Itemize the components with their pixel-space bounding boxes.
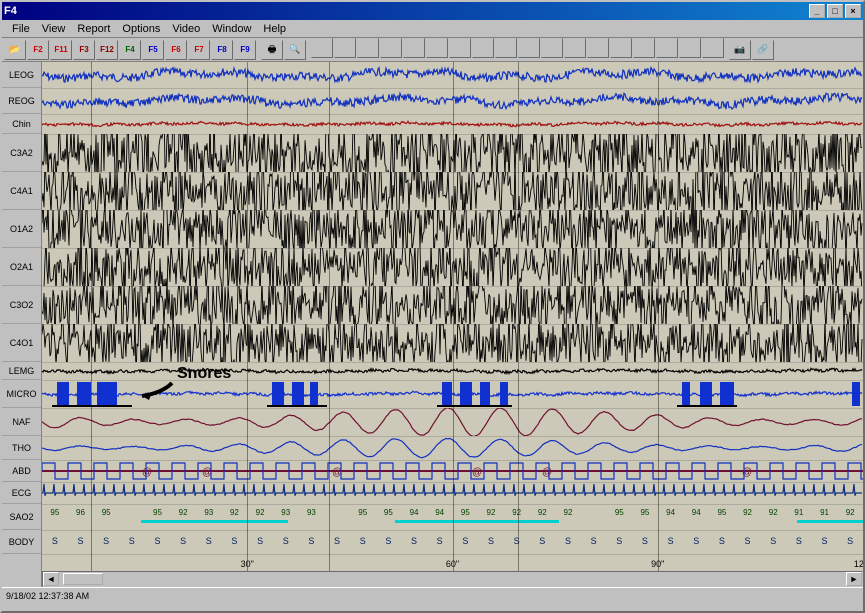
fkey-F7[interactable]: F7 bbox=[188, 40, 210, 60]
fkey-F5[interactable]: F5 bbox=[142, 40, 164, 60]
channel-label-ABD[interactable]: ABD bbox=[2, 460, 41, 482]
tool-button-14[interactable] bbox=[633, 38, 655, 58]
titlebar: F4 _ □ × bbox=[2, 2, 863, 20]
tool-button-6[interactable] bbox=[449, 38, 471, 58]
menu-file[interactable]: File bbox=[6, 21, 36, 37]
tool-button-2[interactable] bbox=[357, 38, 379, 58]
channel-label-ECG[interactable]: ECG bbox=[2, 482, 41, 504]
tool-button-17[interactable] bbox=[702, 38, 724, 58]
menu-options[interactable]: Options bbox=[116, 21, 166, 37]
fkey-F12[interactable]: F12 bbox=[96, 40, 118, 60]
tool-button-13[interactable] bbox=[610, 38, 632, 58]
status-timestamp: 9/18/02 12:37:38 AM bbox=[6, 591, 89, 601]
tool-button-0[interactable] bbox=[311, 38, 333, 58]
maximize-button[interactable]: □ bbox=[827, 4, 843, 18]
chart-area: LEOGREOGChinC3A2C4A1O1A2O2A1C3O2C4O1LEMG… bbox=[2, 62, 863, 587]
statusbar: 9/18/02 12:37:38 AM bbox=[2, 587, 863, 603]
channel-labels: LEOGREOGChinC3A2C4A1O1A2O2A1C3O2C4O1LEMG… bbox=[2, 62, 42, 587]
channel-label-O1A2[interactable]: O1A2 bbox=[2, 210, 41, 248]
tool-button-11[interactable] bbox=[564, 38, 586, 58]
window-title: F4 bbox=[4, 5, 17, 17]
tool-button-12[interactable] bbox=[587, 38, 609, 58]
tool-button-10[interactable] bbox=[541, 38, 563, 58]
channel-label-C4A1[interactable]: C4A1 bbox=[2, 172, 41, 210]
channel-label-C3A2[interactable]: C3A2 bbox=[2, 134, 41, 172]
link-button[interactable]: 🔗 bbox=[752, 40, 774, 60]
svg-text:@: @ bbox=[542, 467, 552, 478]
fkey-F11[interactable]: F11 bbox=[50, 40, 72, 60]
channel-label-THO[interactable]: THO bbox=[2, 436, 41, 460]
channel-label-BODY[interactable]: BODY bbox=[2, 530, 41, 554]
tool-button-5[interactable] bbox=[426, 38, 448, 58]
menu-video[interactable]: Video bbox=[166, 21, 206, 37]
horizontal-scrollbar[interactable]: ◄► bbox=[42, 571, 863, 587]
fkey-F9[interactable]: F9 bbox=[234, 40, 256, 60]
tool-button-8[interactable] bbox=[495, 38, 517, 58]
channel-label-Chin[interactable]: Chin bbox=[2, 114, 41, 134]
tool-button-3[interactable] bbox=[380, 38, 402, 58]
channel-label-SAO2[interactable]: SAO2 bbox=[2, 504, 41, 530]
waveform-panel[interactable]: @@@@@@9596959592939292939395959494959292… bbox=[42, 62, 863, 587]
channel-label-MICRO[interactable]: MICRO bbox=[2, 380, 41, 408]
open-button[interactable]: 📂 bbox=[4, 40, 26, 60]
tool-button-4[interactable] bbox=[403, 38, 425, 58]
tool-button-9[interactable] bbox=[518, 38, 540, 58]
find-button[interactable]: 🔍 bbox=[284, 40, 306, 60]
tool-button-15[interactable] bbox=[656, 38, 678, 58]
minimize-button[interactable]: _ bbox=[809, 4, 825, 18]
svg-text:@: @ bbox=[472, 467, 482, 478]
tool-button-1[interactable] bbox=[334, 38, 356, 58]
channel-label-C4O1[interactable]: C4O1 bbox=[2, 324, 41, 362]
channel-label-C3O2[interactable]: C3O2 bbox=[2, 286, 41, 324]
fkey-F6[interactable]: F6 bbox=[165, 40, 187, 60]
toolbar: 📂 F2F11F3F12F4F5F6F7F8F9 🖶 🔍 📷 🔗 bbox=[2, 38, 863, 62]
channel-label-O2A1[interactable]: O2A1 bbox=[2, 248, 41, 286]
menu-window[interactable]: Window bbox=[206, 21, 257, 37]
channel-label-NAF[interactable]: NAF bbox=[2, 408, 41, 436]
fkey-F8[interactable]: F8 bbox=[211, 40, 233, 60]
tool-button-7[interactable] bbox=[472, 38, 494, 58]
fkey-F4[interactable]: F4 bbox=[119, 40, 141, 60]
menu-view[interactable]: View bbox=[36, 21, 72, 37]
video-button[interactable]: 📷 bbox=[729, 40, 751, 60]
channel-label-REOG[interactable]: REOG bbox=[2, 88, 41, 114]
channel-label-LEOG[interactable]: LEOG bbox=[2, 62, 41, 88]
fkey-F3[interactable]: F3 bbox=[73, 40, 95, 60]
tool-button-16[interactable] bbox=[679, 38, 701, 58]
close-button[interactable]: × bbox=[845, 4, 861, 18]
print-button[interactable]: 🖶 bbox=[261, 40, 283, 60]
menubar: FileViewReportOptionsVideoWindowHelp bbox=[2, 20, 863, 38]
svg-text:@: @ bbox=[142, 467, 152, 478]
menu-report[interactable]: Report bbox=[71, 21, 116, 37]
menu-help[interactable]: Help bbox=[257, 21, 292, 37]
channel-label-LEMG[interactable]: LEMG bbox=[2, 362, 41, 380]
fkey-F2[interactable]: F2 bbox=[27, 40, 49, 60]
annotation-snores: Snores bbox=[177, 365, 231, 383]
